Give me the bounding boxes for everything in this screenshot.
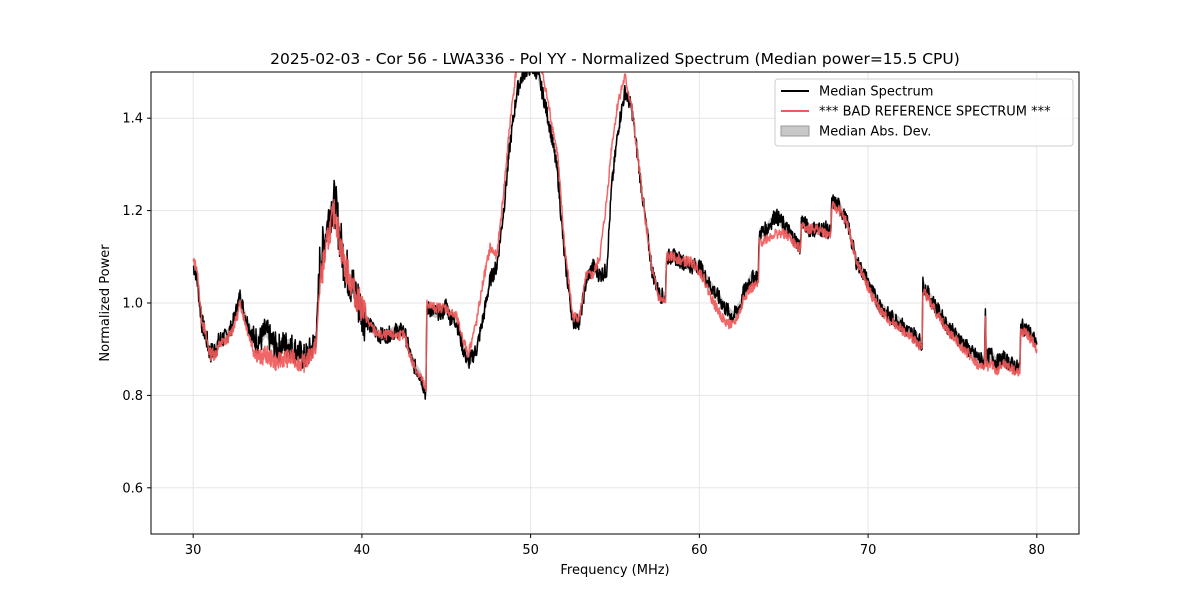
x-tick-label: 70 (860, 543, 877, 558)
y-axis-label: Normalized Power (98, 244, 113, 362)
legend-box (774, 78, 1074, 147)
x-tick-label: 50 (522, 543, 539, 558)
median-spectrum-line (192, 72, 1038, 400)
x-tick-label: 40 (354, 543, 371, 558)
x-tick-label: 30 (185, 543, 202, 558)
reference-spectrum-line (192, 72, 1038, 393)
legend-entry-label: *** BAD REFERENCE SPECTRUM *** (819, 105, 1051, 120)
y-tick-label: 0.8 (122, 389, 143, 404)
x-tick-label: 80 (1029, 543, 1046, 558)
y-tick-label: 1.4 (122, 112, 143, 127)
y-tick-label: 1.0 (122, 297, 143, 312)
legend-entry-label: Median Spectrum (819, 85, 933, 100)
y-tick-label: 1.2 (122, 204, 143, 219)
tick-layer: 30 40 50 60 70 80 0.6 0.8 1.0 1.2 1.4 (122, 112, 1045, 558)
legend-swatch (780, 125, 810, 137)
series-layer (192, 72, 1038, 400)
y-tick-label: 0.6 (122, 481, 143, 496)
grid-layer (151, 72, 1079, 534)
x-tick-label: 60 (691, 543, 708, 558)
x-axis-label: Frequency (MHz) (560, 563, 669, 578)
legend: Median Spectrum *** BAD REFERENCE SPECTRU… (774, 78, 1074, 147)
legend-entry-label: Median Abs. Dev. (819, 125, 931, 140)
chart-title: 2025-02-03 - Cor 56 - LWA336 - Pol YY - … (270, 50, 960, 68)
